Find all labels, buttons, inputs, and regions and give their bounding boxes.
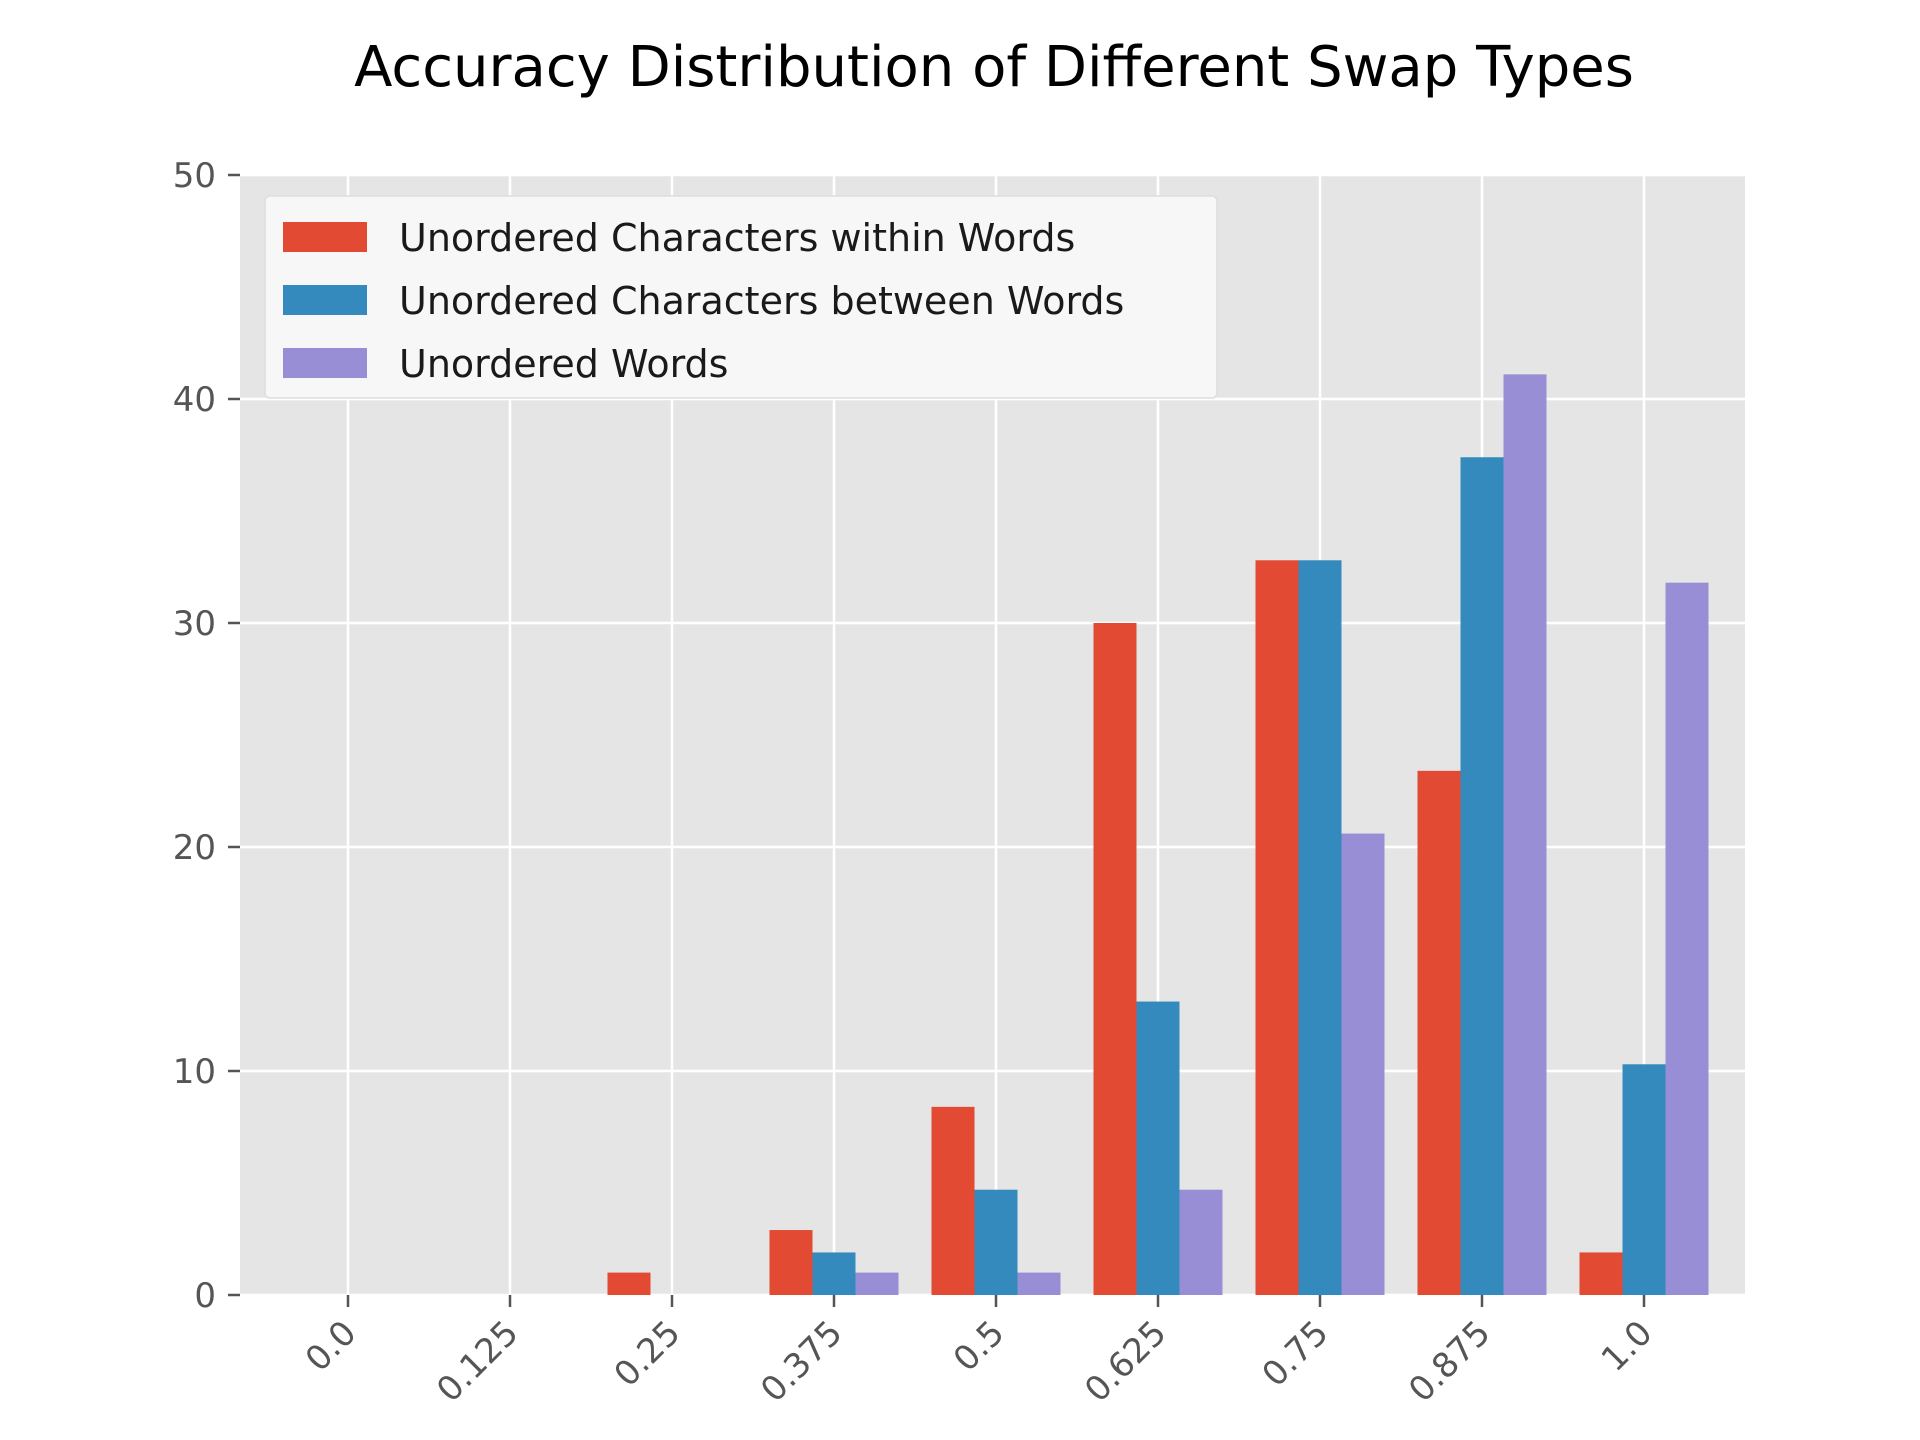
- bar-3-0.5: [1017, 1272, 1061, 1295]
- y-tick-label: 40: [173, 380, 216, 420]
- y-tick-label: 50: [173, 156, 216, 196]
- x-tick-label: 0.125: [429, 1313, 526, 1410]
- bar-1-0.25: [607, 1272, 651, 1295]
- legend-swatch: [283, 285, 367, 315]
- y-tick-label: 30: [173, 604, 216, 644]
- legend-label: Unordered Words: [399, 342, 728, 386]
- legend-label: Unordered Characters within Words: [399, 216, 1075, 260]
- legend-swatch: [283, 222, 367, 252]
- x-tick-label: 0.875: [1401, 1313, 1498, 1410]
- legend-label: Unordered Characters between Words: [399, 279, 1124, 323]
- x-tick-label: 0.75: [1255, 1313, 1337, 1395]
- bar-1-0.875: [1417, 770, 1461, 1295]
- y-tick-label: 10: [173, 1052, 216, 1092]
- bar-1-0.5: [931, 1106, 975, 1295]
- bar-3-0.875: [1503, 374, 1547, 1295]
- bar-1-0.375: [769, 1230, 813, 1295]
- bar-2-0.5: [974, 1189, 1018, 1295]
- y-tick-label: 20: [173, 828, 216, 868]
- bar-2-1.0: [1622, 1064, 1666, 1295]
- x-tick-label: 0.25: [607, 1313, 689, 1395]
- bar-3-0.375: [855, 1272, 899, 1295]
- bar-2-0.625: [1136, 1001, 1180, 1295]
- legend-box: [264, 195, 1218, 399]
- x-tick-label: 0.375: [753, 1313, 850, 1410]
- x-tick-label: 0.5: [946, 1313, 1013, 1380]
- x-tick-label: 1.0: [1594, 1313, 1661, 1380]
- legend: Unordered Characters within Words Unorder…: [264, 195, 1218, 399]
- bar-3-0.625: [1179, 1189, 1223, 1295]
- y-tick-label: 0: [194, 1276, 216, 1316]
- bar-2-0.375: [812, 1252, 856, 1295]
- bar-2-0.875: [1460, 457, 1504, 1295]
- chart-title: Accuracy Distribution of Different Swap …: [354, 35, 1634, 100]
- bar-1-0.75: [1255, 560, 1299, 1295]
- x-tick-label: 0.625: [1077, 1313, 1174, 1410]
- bars: [607, 374, 1709, 1295]
- bar-1-1.0: [1579, 1252, 1623, 1295]
- bar-3-0.75: [1341, 833, 1385, 1295]
- legend-swatch: [283, 348, 367, 378]
- bar-1-0.625: [1093, 623, 1137, 1295]
- bar-3-1.0: [1665, 582, 1709, 1295]
- bar-2-0.75: [1298, 560, 1342, 1295]
- x-tick-label: 0.0: [298, 1313, 365, 1380]
